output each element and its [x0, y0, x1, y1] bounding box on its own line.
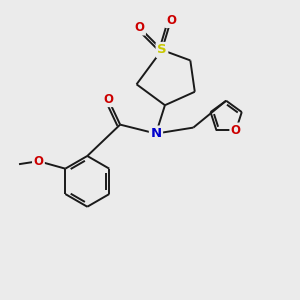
Text: S: S [157, 44, 167, 56]
Text: O: O [166, 14, 176, 27]
Text: O: O [103, 93, 113, 106]
Text: O: O [33, 155, 43, 168]
Text: N: N [150, 127, 161, 140]
Text: O: O [231, 124, 241, 137]
Text: O: O [134, 21, 145, 34]
